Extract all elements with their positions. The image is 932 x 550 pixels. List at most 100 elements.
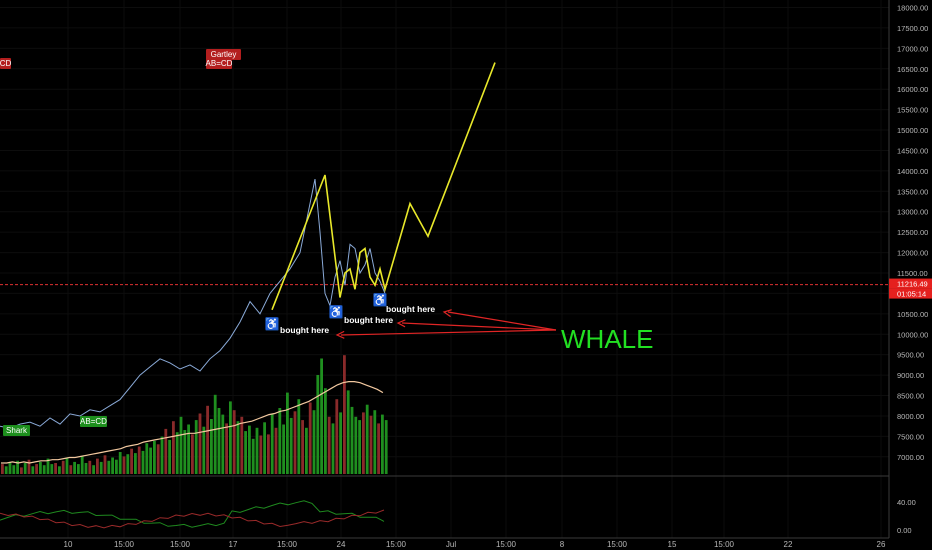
pattern-label-shark-text: Shark [6,426,28,435]
volume-bar [145,443,149,474]
bought-here-label: bought here [280,325,329,335]
volume-bar [312,410,316,474]
oscillator-tick-label: 0.00 [897,526,912,535]
volume-bar [377,423,380,474]
volume-bar [80,456,84,474]
oscillator-line-red [0,509,385,529]
volume-bar [77,464,80,474]
price-tick-label: 11500.00 [897,269,928,278]
volume-bar [107,460,111,474]
pattern-label-cd-box [0,58,11,69]
pattern-label-abcd-bottom-box [80,416,107,427]
volume-bar [27,459,31,474]
price-tick-label: 15000.00 [897,126,928,135]
oscillator-pane [0,500,385,529]
volume-bar [46,458,50,474]
arrow-head [335,330,345,339]
wheelchair-icon: ♿ [373,293,388,307]
time-tick-label: 15:00 [277,540,298,549]
price-tick-label: 16000.00 [897,85,928,94]
volume-bar [149,447,152,474]
volume-bar [358,420,361,474]
pattern-label-gartley-text: Gartley [211,50,237,59]
volume-bar [221,414,225,474]
arrow-shaft [447,311,557,331]
time-tick-label: 15:00 [714,540,735,549]
volume-bar [103,455,107,474]
volume-bar [369,415,373,474]
time-tick-label: 22 [784,540,793,549]
price-tick-label: 7000.00 [897,453,924,462]
volume-bar [225,423,228,474]
time-tick-label: Jul [446,540,456,549]
price-tick-label: 8500.00 [897,392,924,401]
price-tick-label: 17000.00 [897,44,928,53]
volume-bar [20,467,23,474]
price-pane [0,62,889,429]
volume-bar [1,464,4,474]
price-tick-label: 7500.00 [897,432,924,441]
volume-bar [255,427,259,474]
price-tick-label: 10500.00 [897,310,928,319]
current-price-value: 11216.49 [897,280,928,289]
pattern-label-abcd-top-text: AB=CD [206,59,233,68]
volume-bar [156,444,160,474]
price-tick-label: 12500.00 [897,228,928,237]
volume-bar [206,405,209,474]
volume-bar [88,460,92,474]
volume-bar [381,414,384,474]
pattern-label-shark-box [3,425,30,436]
volume-bar [8,461,12,474]
volume-bar [362,412,365,474]
volume-bar [229,401,232,474]
volume-bar [141,450,145,474]
whale-label: WHALE [561,324,653,354]
volume-bar [126,454,130,474]
volume-bar [54,463,57,474]
pattern-label-abcd-top-box [206,59,232,69]
price-line [0,179,386,429]
volume-bar [61,460,65,474]
time-tick-label: 17 [229,540,238,549]
volume-bar [335,399,339,474]
projection-line [271,62,496,311]
volume-bar [39,461,42,474]
time-tick-label: 15 [668,540,677,549]
volume-bar [248,425,251,474]
volume-bar [153,441,156,474]
price-tick-label: 17500.00 [897,24,928,33]
whale-arrow [396,319,557,331]
wheelchair-icon: ♿ [329,305,344,319]
time-tick-label: 10 [64,540,73,549]
oscillator-tick-label: 40.00 [897,498,916,507]
whale-arrow [442,309,557,331]
volume-bar [84,463,88,474]
countdown-value: 01:05:14 [897,290,926,299]
volume-bar [263,422,266,474]
volume-bar [130,448,133,474]
price-tick-label: 9500.00 [897,351,924,360]
volume-bar [384,420,388,474]
volume-bar [270,413,274,474]
volume-bar [99,461,103,474]
pattern-label-abcd-bottom: AB=CD [80,416,107,427]
current-price-tag [889,278,932,289]
volume-bar [354,416,358,474]
time-tick-label: 15:00 [114,540,135,549]
price-tick-label: 13000.00 [897,208,928,217]
volume-bar [111,457,114,474]
volume-bar [240,416,244,474]
arrow-head [442,309,452,318]
volume-bar [35,464,38,474]
pattern-label-cd: CD [0,58,11,69]
pattern-label-abcd-top: AB=CD [206,59,233,69]
volume-bar [164,428,168,474]
volume-bar [92,465,95,474]
volume-bar [251,438,255,474]
volume-bar [289,417,293,474]
volume-bar [168,439,171,474]
volume-bar [172,421,175,474]
arrow-shaft [340,329,557,336]
